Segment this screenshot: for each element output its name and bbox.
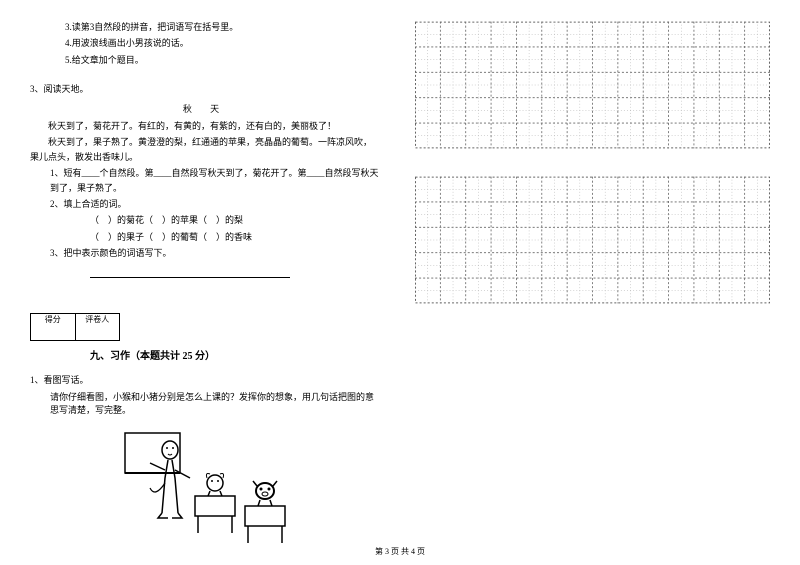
fill-line-1: （ ）的菊花（ ）的苹果（ ）的梨: [90, 213, 380, 227]
item-3: 3.读第3自然段的拼音，把词语写在括号里。: [65, 20, 380, 34]
answer-line: [90, 264, 290, 278]
writing-illustration: [120, 428, 300, 558]
right-column: [400, 20, 770, 555]
passage-title: 秋 天: [30, 102, 380, 116]
write-description: 请你仔细看图，小猴和小猪分别是怎么上课的？发挥你的想象，用几句话把图的意思写清楚…: [50, 391, 380, 418]
left-column: 3.读第3自然段的拼音，把词语写在括号里。 4.用波浪线画出小男孩说的话。 5.…: [30, 20, 400, 555]
fill-line-2: （ ）的果子（ ）的葡萄（ ）的香味: [90, 230, 380, 244]
writing-question: 1、看图写话。 请你仔细看图，小猴和小猪分别是怎么上课的？发挥你的想象，用几句话…: [30, 373, 380, 417]
score-cell-2: 评卷人: [76, 314, 120, 340]
question-3-header: 3、阅读天地。: [30, 82, 380, 96]
section-9-title: 九、习作（本题共计 25 分）: [90, 349, 380, 365]
write-q-number: 1、看图写话。: [30, 373, 380, 387]
score-cell-1: 得分: [31, 314, 76, 340]
sub-1: 1、短有____个自然段。第____自然段写秋天到了，菊花开了。第____自然段…: [50, 166, 380, 195]
score-box: 得分 评卷人: [30, 313, 120, 341]
page-container: 3.读第3自然段的拼音，把词语写在括号里。 4.用波浪线画出小男孩说的话。 5.…: [0, 0, 800, 565]
sub-questions: 1、短有____个自然段。第____自然段写秋天到了，菊花开了。第____自然段…: [50, 166, 380, 278]
item-4: 4.用波浪线画出小男孩说的话。: [65, 36, 380, 50]
passage-p1: 秋天到了，菊花开了。有红的，有黄的，有紫的，还有白的，美丽极了！: [30, 119, 380, 133]
sub-3: 3、把中表示颜色的词语写下。: [50, 246, 380, 260]
passage-p2: 秋天到了，果子熟了。黄澄澄的梨，红通通的苹果，亮晶晶的葡萄。一阵凉风吹，果儿点头…: [30, 135, 380, 164]
item-5: 5.给文章加个题目。: [65, 53, 380, 67]
sub-2: 2、填上合适的词。: [50, 197, 380, 211]
page-footer: 第 3 页 共 4 页: [0, 546, 800, 557]
writing-grid-2: [415, 175, 770, 305]
writing-grid-1: [415, 20, 770, 150]
